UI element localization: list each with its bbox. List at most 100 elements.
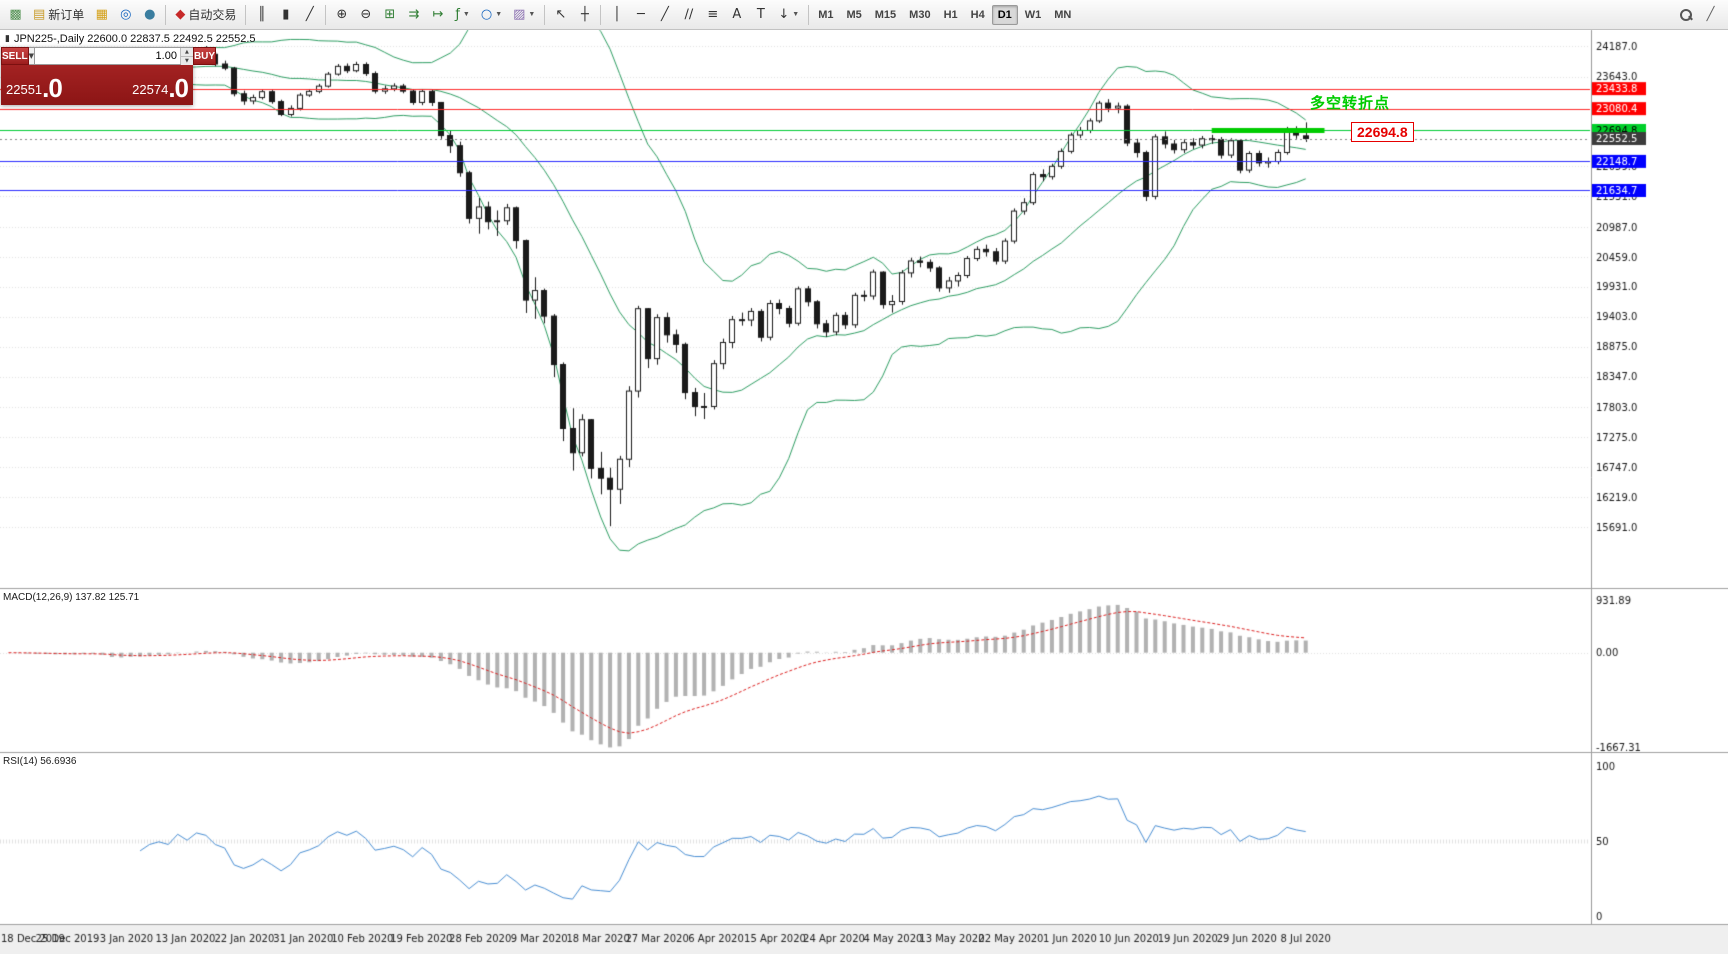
new-chart-button[interactable]: ▩ (4, 3, 27, 26)
sell-price-big: .0 (42, 73, 63, 103)
timeframe-m30[interactable]: M30 (909, 8, 931, 21)
vertical-line-icon: │ (612, 7, 621, 22)
one-click-trading-panel: SELL ▼ ▲▼ BUY 22551.0 22574.0 (1, 47, 217, 105)
indicators-icon: ƒ (455, 7, 460, 22)
zoom-out-button[interactable]: ⊖ (354, 3, 377, 26)
trade-panel-prices: 22551.0 22574.0 (1, 65, 193, 105)
sell-price-main: 22551 (6, 82, 43, 97)
tile-windows-button[interactable]: ⊞ (378, 3, 401, 26)
zoom-out-icon: ⊖ (360, 7, 372, 22)
sell-price-display[interactable]: 22551.0 (1, 65, 97, 105)
price-callout-label[interactable]: 22694.8 (1351, 122, 1414, 142)
chart-shift-button[interactable]: ↦ (426, 3, 449, 26)
candlestick-chart-icon: ▮ (282, 7, 290, 22)
channel-button[interactable]: ∕∕ (677, 3, 700, 26)
crosshair-icon: ┼ (580, 7, 589, 22)
timeframe-mn[interactable]: MN (1054, 8, 1072, 21)
bar-chart-button[interactable]: ║ (250, 3, 273, 26)
market-watch-button[interactable]: ▦ (90, 3, 113, 26)
tile-windows-icon: ⊞ (384, 7, 396, 22)
chevron-down-icon: ▼ (28, 52, 34, 60)
search-icon (1679, 8, 1692, 21)
chevron-down-icon: ▼ (528, 11, 536, 18)
toolbar-separator (600, 4, 602, 25)
sell-button[interactable]: SELL (1, 47, 29, 65)
zoom-in-icon: ⊕ (336, 7, 348, 22)
candlestick-icon: ▮ (5, 34, 10, 44)
zoom-in-button[interactable]: ⊕ (330, 3, 353, 26)
new-chart-icon: ▩ (9, 7, 22, 22)
timeframe-d1[interactable]: D1 (991, 4, 1018, 25)
buy-price-display[interactable]: 22574.0 (97, 65, 193, 105)
auto-scroll-button[interactable]: ⇉ (402, 3, 425, 26)
chevron-down-icon: ▼ (792, 11, 800, 18)
chevron-down-icon: ▼ (462, 11, 470, 18)
horizontal-line-icon: ─ (636, 7, 645, 22)
channel-icon: ∕∕ (684, 7, 694, 22)
chart-shift-icon: ↦ (432, 7, 444, 22)
new-order-icon: ▤ (33, 7, 46, 22)
timeframe-toolbar: M1 M5 M15 M30 H1 H4 D1 W1 MN (812, 4, 1077, 25)
volume-input[interactable] (34, 48, 180, 64)
templates-button[interactable]: ▨ ▼ (508, 3, 540, 26)
trendline-button[interactable]: ╱ (653, 3, 676, 26)
vertical-line-button[interactable]: │ (605, 3, 628, 26)
fibonacci-icon: ≡ (707, 7, 719, 22)
timeframe-m1[interactable]: M1 (818, 8, 834, 21)
new-order-button[interactable]: ▤ 新订单 (28, 3, 89, 26)
timeframe-m5[interactable]: M5 (846, 8, 862, 21)
stepper-down-icon[interactable]: ▼ (180, 57, 193, 65)
timeframe-m15[interactable]: M15 (874, 8, 897, 21)
terminal-icon: ● (144, 7, 156, 22)
turning-point-annotation[interactable]: 多空转折点 (1310, 95, 1391, 112)
templates-icon: ▨ (513, 7, 526, 22)
label-button[interactable]: T (749, 3, 772, 26)
autotrading-icon: ◆ (175, 7, 186, 22)
buy-price-big: .0 (168, 73, 189, 103)
crosshair-button[interactable]: ┼ (573, 3, 596, 26)
timeframe-h4[interactable]: H4 (970, 8, 985, 21)
line-chart-icon: ╱ (305, 7, 314, 22)
quick-edit-button[interactable]: ╱ (1699, 3, 1722, 26)
navigator-icon: ◎ (120, 7, 132, 22)
new-order-button-label: 新订单 (48, 8, 85, 22)
arrows-button[interactable]: ↓ ▼ (773, 3, 804, 26)
trendline-icon: ╱ (660, 7, 669, 22)
toolbar-separator (245, 4, 247, 25)
indicators-button[interactable]: ƒ ▼ (450, 3, 475, 26)
toolbar-separator (325, 4, 327, 25)
main-toolbar: ▩ ▤ 新订单 ▦ ◎ ● ◆ 自动交易 ║ ▮ ╱ ⊕ ⊖ ⊞ ⇉ ↦ ƒ ▼ ○ ▼ ▨ ▼ ↖ ┼ │ ─ ╱ ∕∕ ≡ A T ↓ ▼ … (0, 0, 1728, 30)
arrows-icon: ↓ (778, 7, 790, 22)
search-button[interactable] (1674, 3, 1697, 26)
text-button[interactable]: A (725, 3, 748, 26)
navigator-button[interactable]: ◎ (114, 3, 137, 26)
market-watch-icon: ▦ (95, 7, 108, 22)
toolbar-separator (808, 4, 810, 25)
rsi-indicator-label: RSI(14) 56.6936 (3, 756, 77, 767)
timeframe-w1[interactable]: W1 (1024, 8, 1042, 21)
text-icon: A (732, 7, 742, 22)
terminal-button[interactable]: ● (138, 3, 161, 26)
buy-price-main: 22574 (132, 82, 169, 97)
cursor-icon: ↖ (555, 7, 567, 22)
macd-indicator-label: MACD(12,26,9) 137.82 125.71 (3, 592, 140, 603)
order-options-dropdown[interactable]: ▼ (28, 47, 35, 65)
periods-dropdown-button[interactable]: ○ ▼ (476, 3, 507, 26)
timeframe-h1[interactable]: H1 (943, 8, 958, 21)
toolbar-items: ▩ ▤ 新订单 ▦ ◎ ● ◆ 自动交易 ║ ▮ ╱ ⊕ ⊖ ⊞ ⇉ ↦ ƒ ▼ ○ ▼ ▨ ▼ ↖ ┼ │ ─ ╱ ∕∕ ≡ A T ↓ ▼ (4, 3, 812, 26)
line-chart-button[interactable]: ╱ (298, 3, 321, 26)
trade-panel-controls: SELL ▼ ▲▼ BUY (1, 47, 217, 65)
toolbar-right: ╱ (1674, 3, 1724, 26)
buy-button[interactable]: BUY (192, 47, 217, 65)
bar-chart-icon: ║ (257, 7, 266, 22)
chart-ohlc-text: JPN225-,Daily 22600.0 22837.5 22492.5 22… (13, 33, 256, 45)
horizontal-line-button[interactable]: ─ (629, 3, 652, 26)
autotrading-button[interactable]: ◆ 自动交易 (170, 3, 241, 26)
candlestick-chart-button[interactable]: ▮ (274, 3, 297, 26)
label-icon: T (756, 7, 765, 22)
fibonacci-button[interactable]: ≡ (701, 3, 724, 26)
volume-field-wrap: ▲▼ (34, 47, 193, 65)
stepper-up-icon[interactable]: ▲ (180, 48, 193, 57)
cursor-button[interactable]: ↖ (549, 3, 572, 26)
